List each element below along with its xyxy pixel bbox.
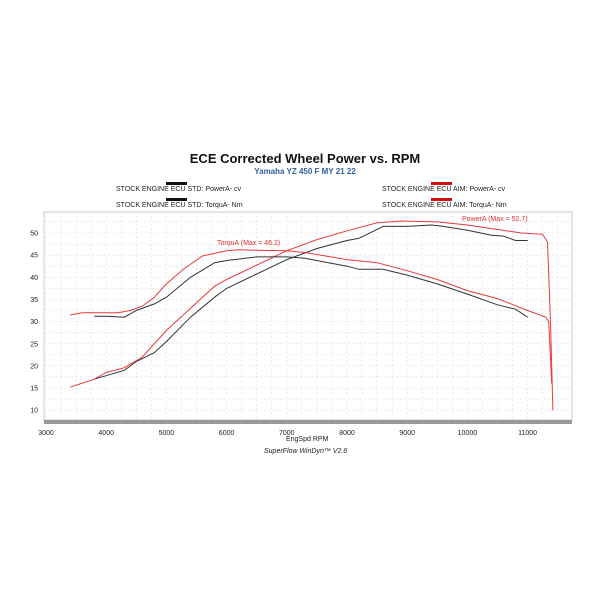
x-tick-label: 10000 bbox=[458, 430, 478, 437]
legend-swatch-std-torque bbox=[166, 198, 187, 201]
y-tick-label: 45 bbox=[30, 253, 38, 260]
x-tick-label: 8000 bbox=[339, 430, 355, 437]
legend-aim-power: STOCK ENGINE ECU AIM: PowerA- cv bbox=[382, 186, 506, 193]
x-tick-label: 3000 bbox=[38, 430, 54, 437]
y-tick-label: 30 bbox=[30, 319, 38, 326]
power-max-annotation: PowerA (Max = 52.7) bbox=[462, 216, 528, 223]
legend-swatch-aim-power bbox=[431, 182, 452, 185]
x-tick-label: 7000 bbox=[279, 430, 295, 437]
legend-aim-torque: STOCK ENGINE ECU AIM: TorquA- Nm bbox=[382, 202, 507, 209]
y-tick-label: 25 bbox=[30, 341, 38, 348]
legend-std-power: STOCK ENGINE ECU STD: PowerA- cv bbox=[116, 186, 242, 193]
torque-max-annotation: TorquA (Max = 46.2) bbox=[217, 240, 280, 247]
x-axis-label: EngSpd RPM bbox=[286, 436, 329, 443]
y-tick-label: 15 bbox=[30, 386, 38, 393]
chart-subtitle: Yamaha YZ 450 F MY 21 22 bbox=[254, 167, 356, 176]
y-tick-label: 50 bbox=[30, 231, 38, 238]
x-tick-label: 4000 bbox=[98, 430, 114, 437]
software-footer: SuperFlow WinDyn™ V2.6 bbox=[264, 448, 348, 455]
legend-swatch-std-power bbox=[166, 182, 187, 185]
series-line-std-torque bbox=[94, 256, 528, 318]
chart-title: ECE Corrected Wheel Power vs. RPM bbox=[189, 151, 421, 166]
y-tick-label: 40 bbox=[30, 275, 38, 282]
y-tick-label: 35 bbox=[30, 297, 38, 304]
y-tick-label: 20 bbox=[30, 363, 38, 370]
series-line-std-power bbox=[94, 224, 528, 380]
x-axis-bar bbox=[44, 420, 572, 424]
series-line-aim-torque bbox=[70, 249, 553, 384]
y-tick-label: 10 bbox=[30, 408, 38, 415]
series-line-aim-power bbox=[69, 220, 554, 411]
x-tick-label: 6000 bbox=[219, 430, 235, 437]
x-tick-label: 5000 bbox=[159, 430, 175, 437]
x-tick-label: 9000 bbox=[399, 430, 415, 437]
plot-frame bbox=[43, 211, 573, 421]
legend-swatch-aim-torque bbox=[431, 198, 452, 201]
x-tick-label: 11000 bbox=[518, 430, 537, 437]
legend-std-torque: STOCK ENGINE ECU STD: TorquA- Nm bbox=[116, 202, 243, 209]
